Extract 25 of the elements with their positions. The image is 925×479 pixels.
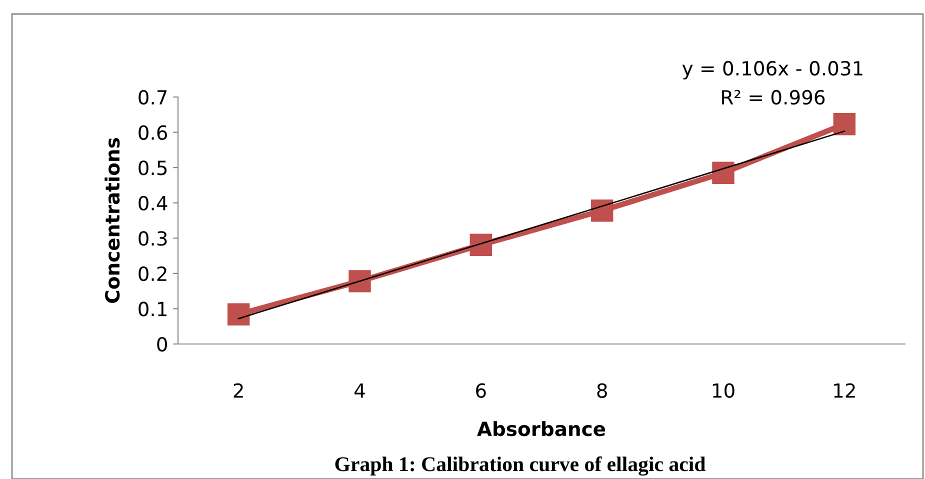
x-axis-title: Absorbance bbox=[477, 421, 606, 436]
x-tick-label: 4 bbox=[354, 383, 365, 398]
x-tick-label: 2 bbox=[234, 383, 243, 398]
y-axis-title: Concentrations bbox=[104, 138, 120, 303]
y-tick-label: 0.7 bbox=[138, 90, 167, 105]
caption: Graph 1: Calibration curve of ellagic acid bbox=[335, 456, 706, 476]
annotation: R² = 0.996 bbox=[722, 90, 825, 105]
y-tick-label: 0.6 bbox=[138, 125, 168, 140]
y-tick-label: 0.5 bbox=[138, 160, 167, 176]
y-tick-label: 0.4 bbox=[138, 196, 168, 211]
x-tick-label: 12 bbox=[834, 383, 855, 398]
x-tick-label: 6 bbox=[476, 383, 486, 398]
point bbox=[227, 303, 250, 326]
point bbox=[470, 234, 492, 256]
x-tick-label: 8 bbox=[597, 383, 607, 398]
y-tick-label: 0.1 bbox=[138, 302, 166, 316]
x-tick-label: 10 bbox=[713, 383, 734, 398]
text: y = 0.106x - 0.031 bbox=[682, 60, 862, 80]
point bbox=[833, 113, 856, 136]
point bbox=[590, 200, 614, 222]
y-tick-label: 0.3 bbox=[138, 231, 167, 246]
y-tick-label: 0.2 bbox=[138, 266, 166, 282]
point bbox=[712, 162, 734, 184]
y-tick-label: 0 bbox=[157, 336, 167, 352]
point bbox=[348, 270, 371, 292]
